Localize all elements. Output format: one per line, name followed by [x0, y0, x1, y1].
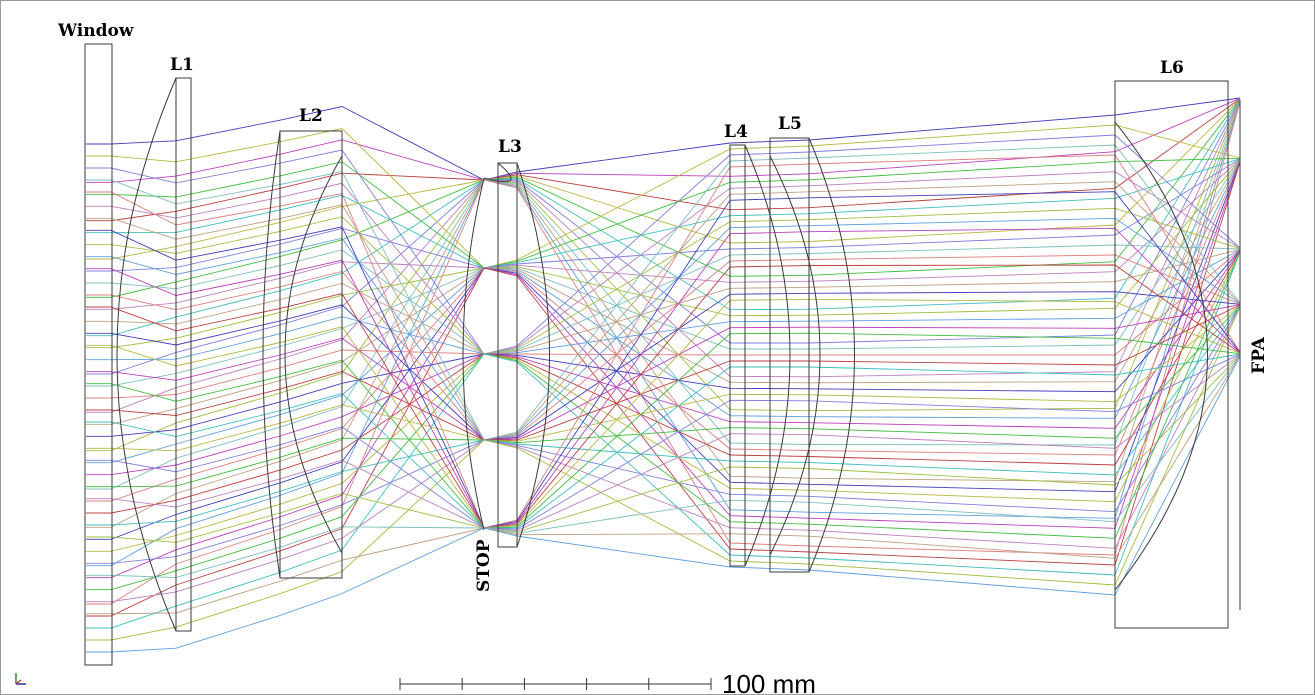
scale-bar: 100 mm [399, 669, 816, 695]
ray [86, 158, 1241, 310]
scale-ticks [399, 678, 712, 690]
lens-l1 [116, 77, 192, 632]
ray [86, 101, 1241, 605]
ray [86, 97, 1241, 181]
ray [86, 354, 1241, 543]
label-l6: L6 [1160, 58, 1184, 78]
ray [86, 154, 1241, 529]
lens-l3 [462, 162, 550, 548]
label-stop: STOP [474, 539, 494, 592]
ray [86, 306, 1241, 641]
label-l1: L1 [170, 55, 194, 75]
label-fpa: FPA [1249, 336, 1269, 374]
ray [86, 157, 1241, 269]
label-l3: L3 [498, 137, 522, 157]
window-element [84, 43, 113, 666]
ray [86, 217, 1241, 441]
ray [86, 98, 1241, 222]
ray-fan [86, 97, 1241, 653]
lens-l6 [1114, 80, 1229, 629]
label-l4: L4 [724, 122, 748, 142]
lens-l2 [262, 130, 343, 579]
lens-l5 [769, 137, 855, 573]
ray [86, 305, 1241, 488]
ray [86, 355, 1241, 579]
label-window: Window [57, 21, 134, 41]
ray [86, 97, 1241, 183]
label-l5: L5 [778, 114, 802, 134]
ray [86, 101, 1241, 567]
axis-triad-icon [15, 673, 26, 685]
ray [86, 306, 1241, 564]
scale-bar-label: 100 mm [722, 669, 816, 695]
ray [86, 354, 1241, 532]
lens-l4 [729, 144, 791, 567]
ray [86, 98, 1241, 260]
ray [86, 100, 1241, 452]
label-l2: L2 [299, 106, 323, 126]
